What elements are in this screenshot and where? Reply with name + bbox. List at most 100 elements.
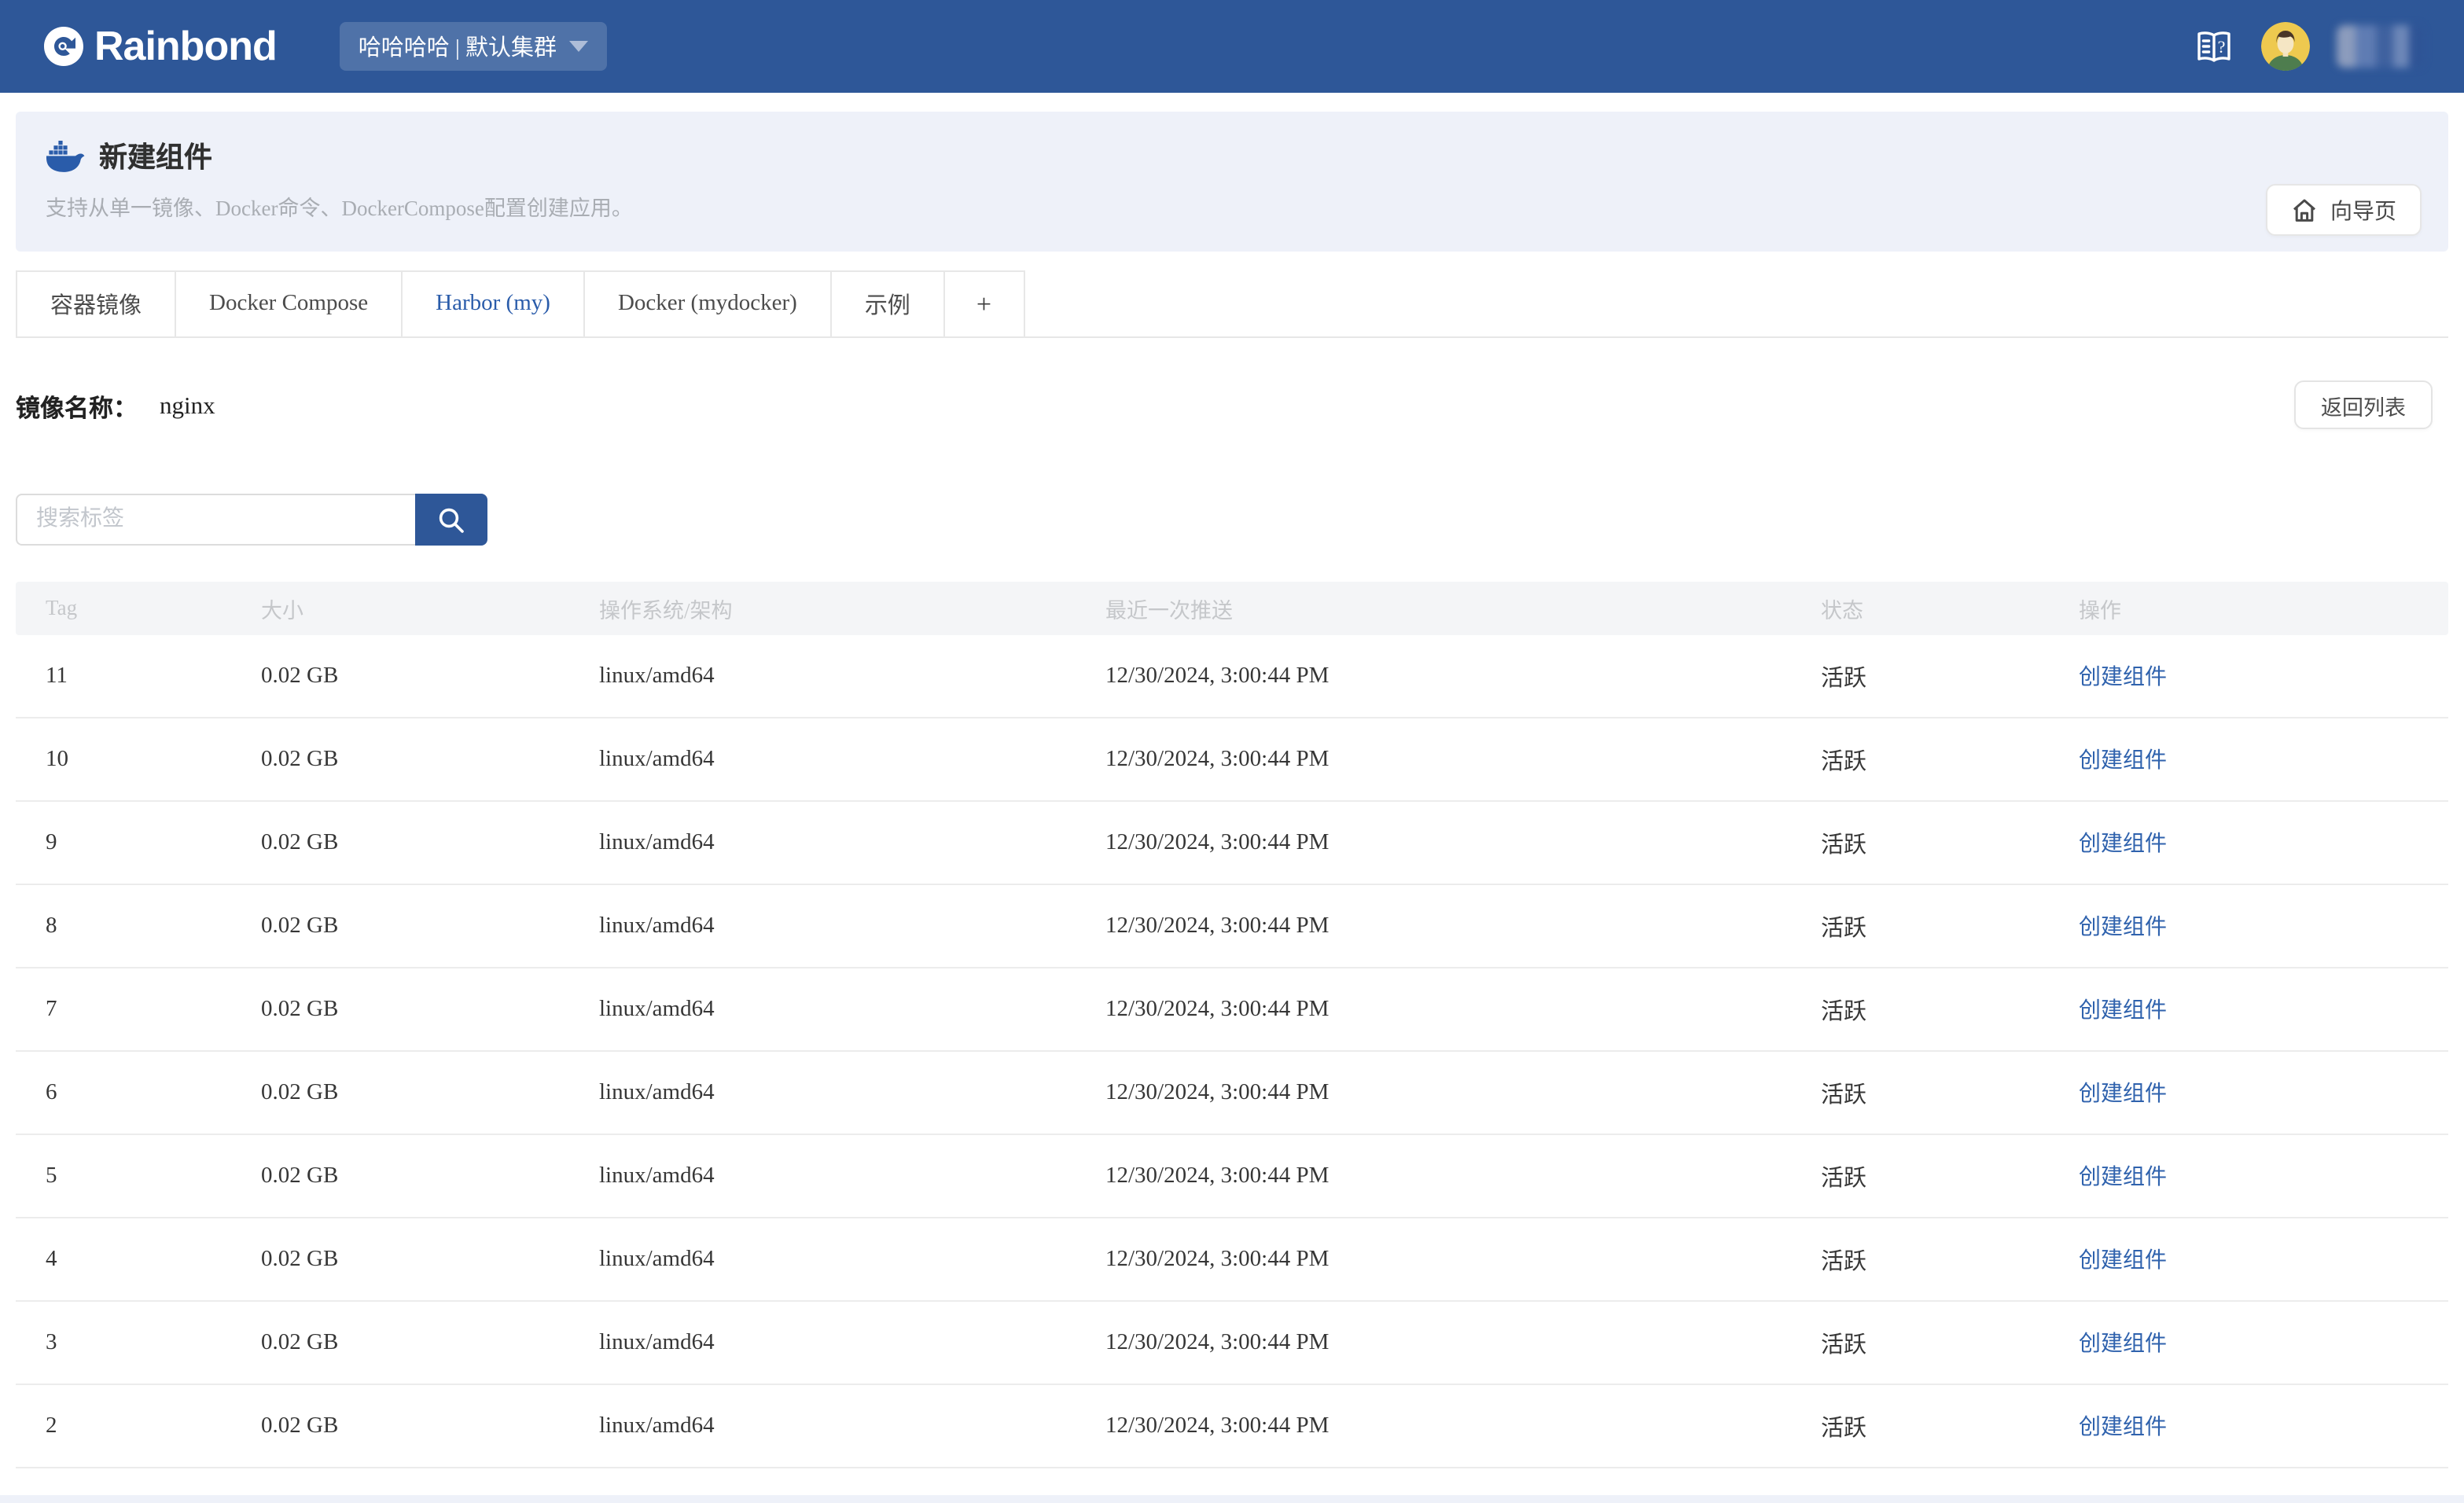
create-component-link[interactable]: 创建组件 [2079,1333,2167,1357]
top-navbar: Rainbond 哈哈哈哈 | 默认集群 ? [0,0,2464,93]
page-subtitle: 支持从单一镜像、Docker命令、DockerCompose配置创建应用。 [46,197,633,220]
table-row: 9 0.02 GB linux/amd64 12/30/2024, 3:00:4… [16,802,2448,885]
page-content: 新建组件 支持从单一镜像、Docker命令、DockerCompose配置创建应… [0,112,2464,1468]
cell-tag: 5 [46,1163,57,1188]
cluster-selector-label: 哈哈哈哈 | 默认集群 [358,36,557,61]
home-icon [2291,197,2318,222]
cell-size: 0.02 GB [261,996,339,1021]
col-header-action: 操作 [2079,599,2121,623]
cell-size: 0.02 GB [261,1079,339,1104]
tag-search-input[interactable] [16,494,415,546]
create-component-link[interactable]: 创建组件 [2079,1000,2167,1023]
search-button[interactable] [415,494,487,546]
page-bottom-strip [0,1495,2464,1503]
cell-pushed: 12/30/2024, 3:00:44 PM [1105,829,1329,854]
svg-text:?: ? [2218,36,2226,56]
create-component-link[interactable]: 创建组件 [2079,917,2167,940]
table-row: 5 0.02 GB linux/amd64 12/30/2024, 3:00:4… [16,1135,2448,1218]
col-header-size: 大小 [261,599,303,623]
rainbond-logo[interactable]: Rainbond [42,22,278,71]
cell-status: 活跃 [1821,1166,1866,1191]
back-to-list-button[interactable]: 返回列表 [2294,380,2433,429]
navbar-right-group: ? [2194,22,2423,71]
create-component-link[interactable]: 创建组件 [2079,1417,2167,1440]
cell-tag: 8 [46,913,57,938]
cell-os: linux/amd64 [599,663,715,688]
docs-help-icon[interactable]: ? [2194,28,2234,65]
image-name-label: 镜像名称： [16,395,138,422]
cell-pushed: 12/30/2024, 3:00:44 PM [1105,663,1329,688]
table-row: 4 0.02 GB linux/amd64 12/30/2024, 3:00:4… [16,1218,2448,1302]
cell-size: 0.02 GB [261,829,339,854]
cell-size: 0.02 GB [261,1163,339,1188]
tab-docker-compose[interactable]: Docker Compose [176,270,403,336]
create-component-link[interactable]: 创建组件 [2079,750,2167,774]
cell-status: 活跃 [1821,999,1866,1024]
create-component-link[interactable]: 创建组件 [2079,1250,2167,1273]
cell-size: 0.02 GB [261,1329,339,1354]
table-row: 7 0.02 GB linux/amd64 12/30/2024, 3:00:4… [16,968,2448,1052]
cell-status: 活跃 [1821,1249,1866,1274]
cell-os: linux/amd64 [599,1329,715,1354]
tab-container-image[interactable]: 容器镜像 [16,270,176,336]
cell-size: 0.02 GB [261,1413,339,1438]
tab-docker-mydocker[interactable]: Docker (mydocker) [584,270,832,336]
cell-tag: 3 [46,1329,57,1354]
wizard-page-button[interactable]: 向导页 [2266,184,2422,236]
image-name-row: 镜像名称： nginx 返回列表 [16,380,2448,431]
cell-size: 0.02 GB [261,746,339,771]
image-name-value: nginx [160,392,215,419]
col-header-status: 状态 [1821,599,1863,623]
cell-tag: 2 [46,1413,57,1438]
table-row: 6 0.02 GB linux/amd64 12/30/2024, 3:00:4… [16,1052,2448,1135]
table-row: 3 0.02 GB linux/amd64 12/30/2024, 3:00:4… [16,1302,2448,1385]
col-header-pushed: 最近一次推送 [1105,599,1233,623]
cell-status: 活跃 [1821,832,1866,858]
tab-example[interactable]: 示例 [831,270,945,336]
cell-pushed: 12/30/2024, 3:00:44 PM [1105,996,1329,1021]
cell-size: 0.02 GB [261,663,339,688]
table-row: 10 0.02 GB linux/amd64 12/30/2024, 3:00:… [16,718,2448,802]
cell-os: linux/amd64 [599,829,715,854]
user-name-redacted[interactable] [2337,25,2423,68]
cell-tag: 6 [46,1079,57,1104]
create-component-link[interactable]: 创建组件 [2079,1167,2167,1190]
cell-pushed: 12/30/2024, 3:00:44 PM [1105,1163,1329,1188]
cell-pushed: 12/30/2024, 3:00:44 PM [1105,913,1329,938]
tab-harbor-my[interactable]: Harbor (my) [403,270,585,336]
table-row: 11 0.02 GB linux/amd64 12/30/2024, 3:00:… [16,635,2448,718]
create-component-link[interactable]: 创建组件 [2079,1083,2167,1107]
cell-os: linux/amd64 [599,746,715,771]
cell-pushed: 12/30/2024, 3:00:44 PM [1105,1079,1329,1104]
cell-os: linux/amd64 [599,913,715,938]
cell-tag: 10 [46,746,68,771]
cell-status: 活跃 [1821,1082,1866,1108]
cell-status: 活跃 [1821,916,1866,941]
cell-pushed: 12/30/2024, 3:00:44 PM [1105,1246,1329,1271]
table-header-row: Tag 大小 操作系统/架构 最近一次推送 状态 操作 [16,582,2448,635]
create-component-link[interactable]: 创建组件 [2079,833,2167,857]
source-tabs: 容器镜像 Docker Compose Harbor (my) Docker (… [16,270,2448,338]
table-body: 11 0.02 GB linux/amd64 12/30/2024, 3:00:… [16,635,2448,1468]
chevron-down-icon [569,41,589,52]
cell-tag: 9 [46,829,57,854]
cell-os: linux/amd64 [599,1413,715,1438]
docker-whale-icon [46,139,85,172]
cell-pushed: 12/30/2024, 3:00:44 PM [1105,1413,1329,1438]
col-header-os: 操作系统/架构 [599,599,733,623]
cell-status: 活跃 [1821,1332,1866,1358]
rainbond-logo-icon [42,25,85,68]
user-avatar[interactable] [2261,22,2310,71]
cell-pushed: 12/30/2024, 3:00:44 PM [1105,1329,1329,1354]
cell-os: linux/amd64 [599,1246,715,1271]
cluster-selector[interactable]: 哈哈哈哈 | 默认集群 [339,22,608,71]
cell-tag: 7 [46,996,57,1021]
cell-os: linux/amd64 [599,996,715,1021]
cell-pushed: 12/30/2024, 3:00:44 PM [1105,746,1329,771]
create-component-link[interactable]: 创建组件 [2079,667,2167,690]
tag-search-group [16,494,2448,546]
cell-os: linux/amd64 [599,1163,715,1188]
add-tab-button[interactable]: + [944,270,1024,336]
cell-status: 活跃 [1821,749,1866,774]
search-icon [437,505,465,534]
